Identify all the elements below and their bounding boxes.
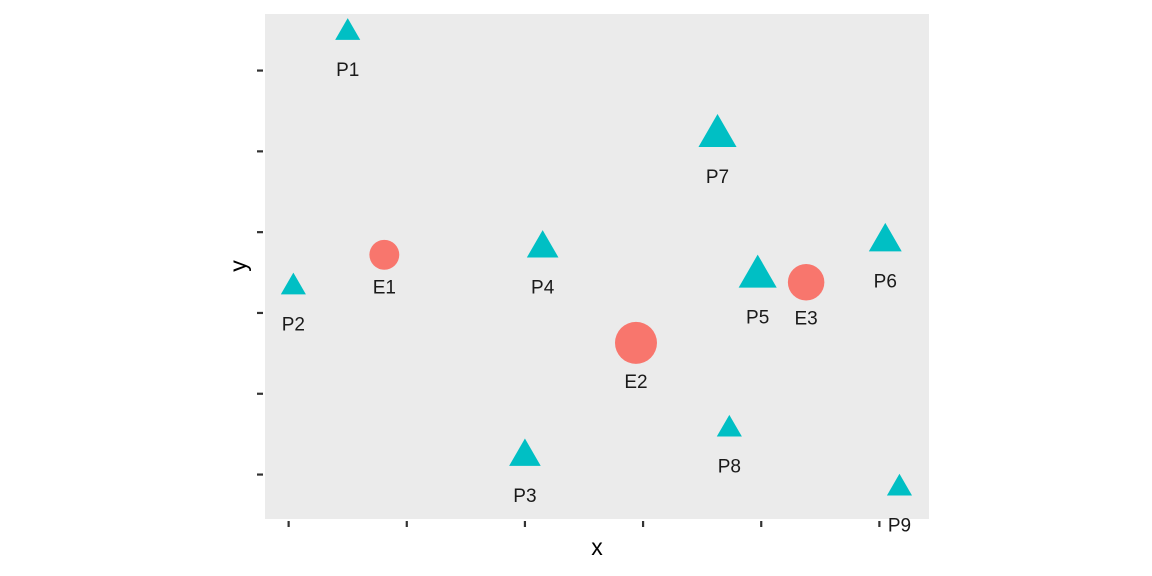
- point-p5: [738, 254, 777, 288]
- point-p6: [868, 222, 902, 252]
- label-p7: P7: [706, 167, 729, 188]
- label-p5: P5: [746, 308, 769, 329]
- point-p3: [509, 438, 541, 466]
- point-p9: [886, 473, 913, 496]
- data-labels: E1 E2 E3 P1 P2 P3 P4 P5 P6 P7 P8 P9: [282, 60, 911, 537]
- label-e3: E3: [794, 309, 817, 330]
- point-e2: [614, 321, 657, 364]
- plot-panel: [265, 14, 929, 519]
- label-p2: P2: [282, 314, 305, 335]
- point-e3: [787, 264, 825, 301]
- point-p8: [716, 414, 742, 437]
- label-e1: E1: [373, 278, 396, 299]
- label-p1: P1: [336, 60, 359, 81]
- y-axis-ticks: [257, 69, 263, 476]
- y-axis-title: y: [225, 260, 251, 272]
- point-p4: [526, 230, 559, 258]
- label-p6: P6: [874, 271, 897, 292]
- point-p1: [335, 18, 361, 40]
- label-p9: P9: [888, 516, 911, 537]
- point-e1: [369, 239, 400, 270]
- label-e2: E2: [624, 372, 647, 393]
- label-p8: P8: [718, 457, 741, 478]
- label-p4: P4: [531, 277, 555, 298]
- x-axis-ticks: [287, 521, 881, 527]
- data-points: [280, 18, 913, 496]
- x-axis-title: x: [591, 534, 603, 560]
- label-p3: P3: [513, 486, 536, 507]
- point-p7: [698, 114, 737, 148]
- point-p2: [280, 272, 306, 295]
